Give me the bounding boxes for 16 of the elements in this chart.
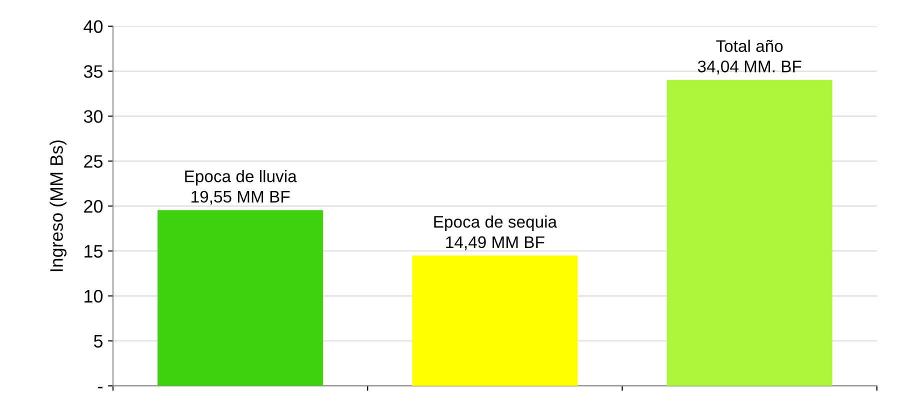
bar — [412, 256, 578, 386]
y-tick-label: 15 — [84, 245, 103, 258]
y-tick-label: 25 — [84, 155, 103, 168]
y-tick-label: 5 — [94, 334, 103, 348]
y-tick-label: 35 — [84, 65, 103, 78]
bar — [158, 210, 324, 386]
y-tick-label: 40 — [84, 20, 103, 33]
y-tick-label: 30 — [84, 110, 103, 123]
data-label: Epoca de sequia 14,49 MM BF — [434, 216, 558, 250]
y-tick-label: 20 — [84, 200, 103, 213]
y-tick-label: - — [98, 386, 102, 388]
data-label: Total año 34,04 MM. BF — [698, 40, 802, 74]
data-label: Epoca de lluvia 19,55 MM BF — [185, 170, 297, 205]
y-axis-title: Ingreso (MM Bs) — [50, 140, 67, 272]
y-tick-label: 10 — [84, 290, 103, 303]
bar — [666, 80, 832, 386]
